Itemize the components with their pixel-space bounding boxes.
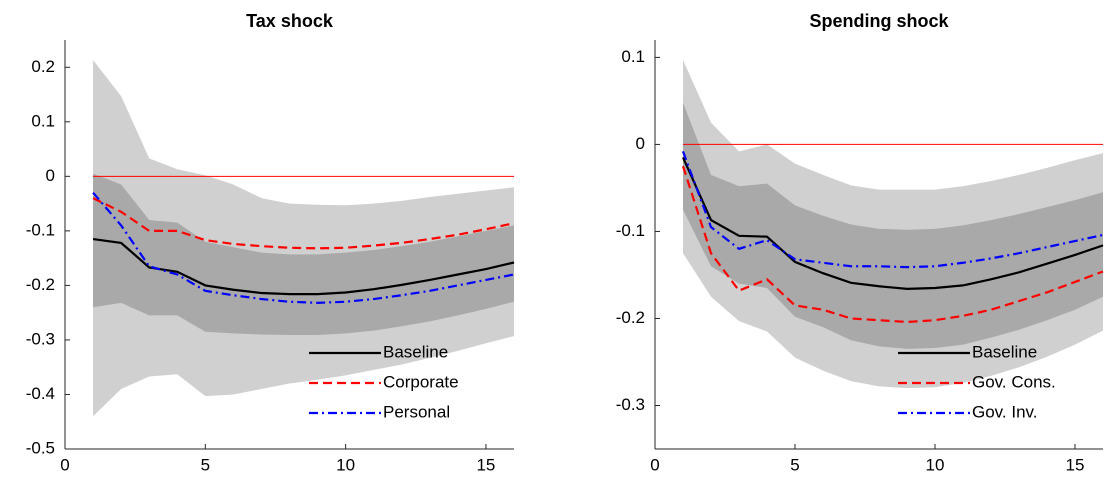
legend-label: Gov. Inv. [972,402,1038,421]
x-tick-label: 10 [336,455,355,474]
y-tick-label: -0.3 [616,395,645,414]
x-tick-label: 5 [201,455,210,474]
y-tick-label: -0.3 [26,329,55,348]
x-tick-label: 0 [650,455,659,474]
y-tick-label: 0.1 [621,47,645,66]
series-line [681,165,1104,324]
series-line [681,151,1104,269]
series-line [681,157,1104,290]
y-tick-label: -0.5 [26,438,55,457]
chart-title: Tax shock [246,11,334,31]
y-tick-label: -0.2 [26,275,55,294]
confidence-band [93,173,514,336]
confidence-band [683,102,1103,349]
legend-label: Personal [383,402,450,421]
y-tick-label: 0 [46,166,55,185]
y-tick-label: 0 [636,134,645,153]
panel: -0.3 -0.2 -0.1 0 0.1 0 5 10 15 Spending shock Base… [616,11,1104,474]
legend-label: Corporate [383,372,459,391]
series-line [92,237,515,296]
chart-title: Spending shock [809,11,949,31]
y-tick-label: -0.1 [616,221,645,240]
y-tick-label: -0.4 [26,384,55,403]
legend-label: Baseline [972,342,1037,361]
x-tick-label: 0 [60,455,69,474]
x-tick-label: 15 [476,455,495,474]
legend-label: Baseline [383,342,448,361]
x-tick-label: 10 [926,455,945,474]
series-line [92,191,515,304]
x-tick-label: 15 [1066,455,1085,474]
y-tick-label: -0.1 [26,220,55,239]
y-tick-label: -0.2 [616,308,645,327]
x-tick-label: 5 [790,455,799,474]
y-tick-label: 0.1 [31,111,55,130]
y-tick-label: 0.2 [31,57,55,76]
panel: -0.5 -0.4 -0.3 -0.2 -0.1 0 0.1 0.2 0 5 10 15 Tax sho… [26,11,515,474]
legend-label: Gov. Cons. [972,372,1056,391]
